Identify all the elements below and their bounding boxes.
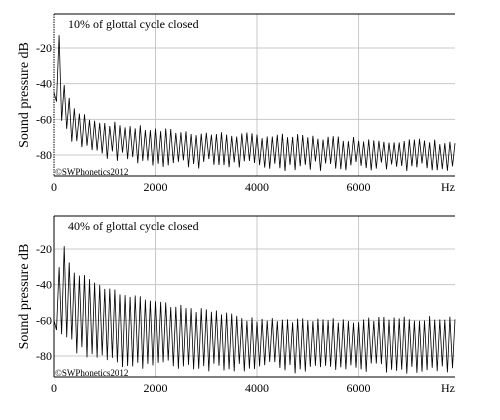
y-tick-label: -40 [36, 278, 52, 292]
panel-2-title: 40% of glottal cycle closed [68, 219, 199, 233]
panel-1-y-tick-labels: -20 -40 -60 -80 [36, 41, 52, 162]
x-tick-label: 2000 [144, 381, 168, 395]
x-tick-label: 4000 [245, 180, 269, 194]
panel-1-grid [54, 14, 455, 176]
panel-1-x-tick-labels: 0 2000 4000 6000 [51, 180, 371, 194]
panel-1-y-axis-label: Sound pressure dB [17, 42, 32, 148]
panel-2-grid [54, 216, 455, 377]
x-tick-label: 0 [51, 381, 57, 395]
y-tick-label: -80 [36, 349, 52, 363]
spectrum-panel-2: 0 2000 4000 6000 -20 -40 -60 -80 40% of glotta… [17, 215, 456, 395]
y-tick-label: -60 [36, 313, 52, 327]
x-tick-label: 2000 [144, 180, 168, 194]
panel-1-spectrum-line [53, 35, 456, 172]
y-tick-label: -20 [36, 41, 52, 55]
spectrum-panel-1: 0 2000 4000 6000 -20 -40 -60 -80 10% of glotta… [17, 13, 456, 194]
panel-2-x-axis-label: Hz [441, 381, 455, 395]
x-tick-label: 4000 [245, 381, 269, 395]
panel-2-y-axis-label: Sound pressure dB [17, 244, 32, 350]
panel-2-x-tick-labels: 0 2000 4000 6000 [51, 381, 371, 395]
x-tick-label: 6000 [347, 180, 371, 194]
y-tick-label: -20 [36, 242, 52, 256]
y-tick-label: -60 [36, 112, 52, 126]
y-tick-label: -40 [36, 77, 52, 91]
panel-1-title: 10% of glottal cycle closed [68, 17, 199, 31]
y-tick-label: -80 [36, 148, 52, 162]
panel-2-spectrum-line [53, 246, 456, 374]
panel-2-y-tick-labels: -20 -40 -60 -80 [36, 242, 52, 363]
panel-2-watermark: ©SWPhonetics2012 [55, 368, 128, 378]
panel-1-watermark: ©SWPhonetics2012 [55, 167, 128, 177]
panel-1-x-axis-label: Hz [441, 180, 455, 194]
x-tick-label: 6000 [347, 381, 371, 395]
x-tick-label: 0 [51, 180, 57, 194]
